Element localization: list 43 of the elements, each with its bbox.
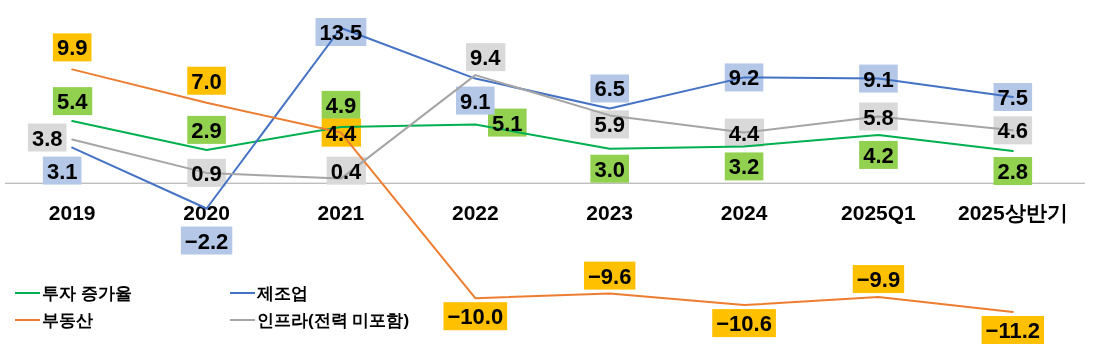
data-label: 13.5 bbox=[319, 20, 363, 45]
data-label: −10.0 bbox=[447, 304, 504, 330]
data-label: 3.2 bbox=[728, 154, 760, 180]
data-label: 9.1 bbox=[863, 66, 894, 92]
data-label: 9.9 bbox=[56, 35, 88, 61]
data-label: 3.0 bbox=[594, 156, 625, 182]
legend-label: 제조업 bbox=[256, 284, 308, 303]
x-tick-label: 2025Q1 bbox=[841, 201, 917, 225]
data-label: −9.9 bbox=[856, 267, 901, 293]
data-label: 4.6 bbox=[997, 118, 1029, 144]
x-tick-label: 2023 bbox=[586, 201, 634, 225]
data-label: 5.1 bbox=[492, 110, 523, 136]
data-label: 4.9 bbox=[325, 92, 357, 118]
data-label: 3.1 bbox=[46, 158, 78, 184]
x-tick-label: 2020 bbox=[183, 201, 230, 225]
x-tick-label: 2024 bbox=[720, 201, 768, 225]
data-label: 5.4 bbox=[56, 89, 89, 115]
data-label: −10.6 bbox=[716, 311, 772, 337]
x-tick-label: 2019 bbox=[48, 201, 96, 225]
legend-label: 인프라(전력 미포함) bbox=[257, 311, 410, 330]
data-label: 5.8 bbox=[863, 104, 894, 130]
data-label: 4.2 bbox=[863, 142, 894, 168]
x-tick-label: 2021 bbox=[317, 201, 365, 225]
data-label: 2.8 bbox=[997, 159, 1029, 185]
data-label: −9.6 bbox=[587, 263, 632, 289]
data-label: 2.9 bbox=[191, 117, 222, 143]
data-label: 9.2 bbox=[728, 65, 760, 91]
x-tick-label: 2025상반기 bbox=[957, 201, 1068, 225]
legend-label: 부동산 bbox=[42, 311, 93, 330]
x-tick-label: 2022 bbox=[451, 201, 499, 225]
data-label: 9.1 bbox=[460, 88, 491, 114]
data-label: 6.5 bbox=[594, 76, 625, 102]
legend-label: 투자 증가율 bbox=[42, 284, 132, 303]
data-label: 0.4 bbox=[330, 158, 362, 184]
data-label: 4.4 bbox=[325, 120, 357, 146]
data-label: 5.9 bbox=[594, 112, 625, 138]
data-label: −11.2 bbox=[985, 318, 1041, 343]
data-label: −2.2 bbox=[184, 228, 229, 254]
data-label: 9.4 bbox=[470, 45, 502, 71]
data-label: 3.8 bbox=[31, 125, 63, 151]
data-label: 0.9 bbox=[191, 160, 222, 186]
data-label: 7.5 bbox=[997, 84, 1029, 110]
data-label: 7.0 bbox=[191, 68, 222, 94]
